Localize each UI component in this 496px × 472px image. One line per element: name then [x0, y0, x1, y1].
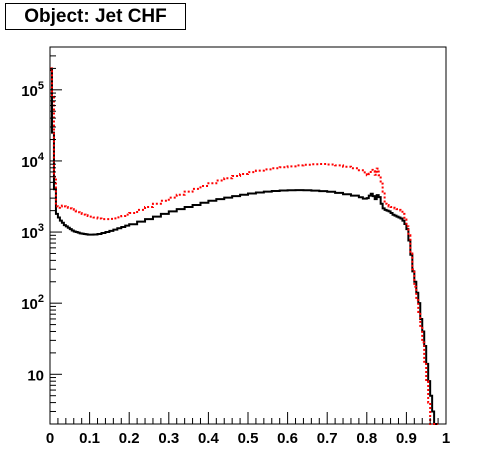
series-line-0 [50, 68, 439, 425]
chart-title: Object: Jet CHF [5, 3, 186, 30]
x-tick-label: 0.3 [158, 430, 179, 447]
x-tick-label: 0.5 [238, 430, 259, 447]
x-tick-label: 0.4 [198, 430, 220, 447]
x-tick-label: 0.6 [277, 430, 298, 447]
x-tick-label: 0.8 [356, 430, 377, 447]
x-tick-label: 0 [46, 430, 54, 447]
x-tick-label: 1 [442, 430, 450, 447]
y-tick-label: 103 [21, 222, 44, 242]
axis-layer: 0 0.1 0.2 0.3 0.4 0.5 0.6 0.7 0.8 0.9 1 10 102 103 104… [21, 46, 450, 447]
y-tick-label: 102 [21, 293, 44, 313]
series-line-1 [50, 67, 439, 425]
series-layer [50, 67, 439, 425]
y-tick-label: 105 [21, 80, 44, 100]
y-tick-label: 104 [21, 151, 45, 171]
plot-frame [49, 46, 447, 425]
x-tick-label: 0.9 [396, 430, 417, 447]
x-tick-label: 0.2 [119, 430, 140, 447]
y-tick-label: 10 [27, 367, 44, 384]
x-tick-label: 0.7 [317, 430, 338, 447]
x-tick-label: 0.1 [79, 430, 100, 447]
